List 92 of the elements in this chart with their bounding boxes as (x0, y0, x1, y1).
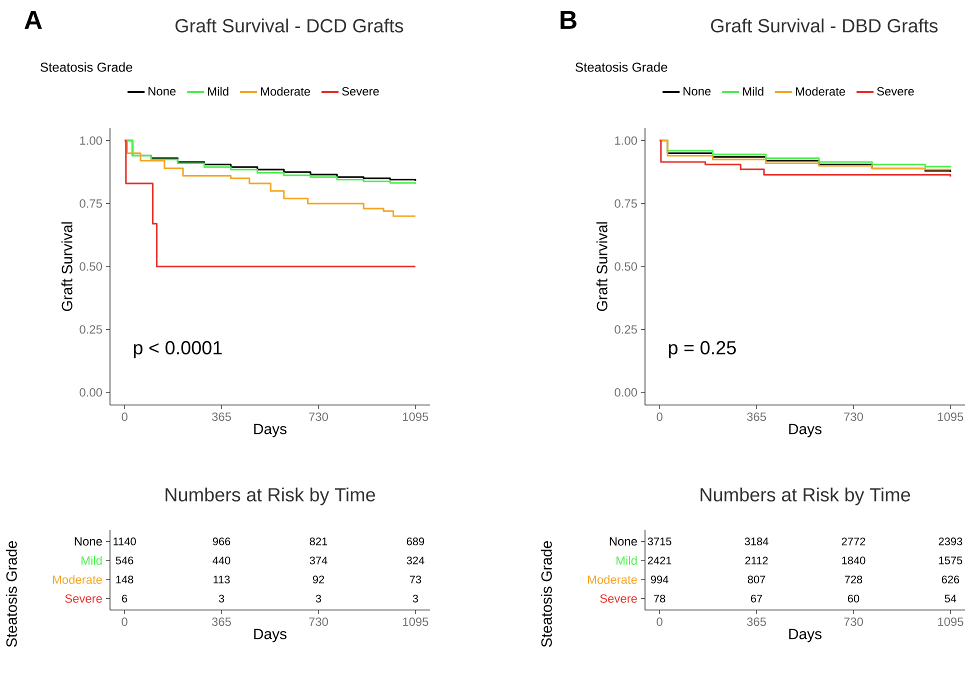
x-tick-label: 730 (309, 618, 328, 626)
y-tick-label: 0.00 (614, 388, 638, 397)
y-tick-label: 1.00 (615, 136, 638, 145)
y-axis-title: Graft Survival (596, 222, 608, 312)
y-tick-label: 0.50 (614, 262, 638, 271)
chart-title: Numbers at Risk by Time (700, 488, 910, 506)
y-axis-title: Graft Survival (61, 222, 72, 312)
data-label: 689 (406, 538, 424, 546)
y-tick-label: None (610, 537, 637, 546)
x-tick-label: 730 (844, 412, 863, 421)
x-tick-label: 1095 (938, 618, 964, 626)
text: B (560, 11, 576, 29)
annotation: p = 0.25 (668, 341, 736, 358)
data-label: 2112 (745, 556, 768, 564)
legend-title: Steatosis Grade (576, 62, 668, 72)
x-tick-label: 0 (656, 412, 662, 421)
x-tick-label: 1095 (403, 412, 428, 421)
y-tick-label: 1.00 (80, 136, 102, 145)
data-label: 3 (316, 594, 322, 602)
data-label: 966 (212, 538, 230, 546)
x-axis-title: Days (789, 424, 822, 438)
y-axis-title: Steatosis Grade (6, 541, 17, 647)
legend-label: Mild (208, 86, 228, 96)
x-tick-label: 365 (747, 412, 766, 421)
legend-title: Steatosis Grade (40, 62, 132, 72)
legend-label: Moderate (261, 86, 310, 96)
legend-label: Mild (743, 86, 764, 96)
data-label: 546 (116, 556, 134, 564)
x-tick-label: 730 (309, 412, 328, 421)
data-label: 78 (654, 594, 666, 602)
data-label: 148 (116, 576, 134, 584)
y-tick-label: Moderate (588, 575, 637, 584)
y-tick-label: Moderate (52, 575, 102, 584)
x-tick-label: 365 (212, 412, 231, 421)
data-label: 374 (310, 556, 328, 564)
data-label: 3 (412, 594, 418, 602)
y-tick-label: None (74, 537, 102, 546)
data-label: 6 (122, 594, 128, 602)
data-label: 324 (406, 556, 424, 564)
annotation: p < 0.0001 (134, 341, 222, 358)
x-tick-label: 0 (122, 412, 128, 421)
legend-label: None (684, 87, 711, 96)
data-label: 994 (650, 576, 668, 584)
data-label: 626 (942, 576, 960, 584)
y-tick-label: 0.75 (80, 199, 102, 208)
x-tick-label: 0 (122, 618, 128, 626)
y-tick-label: Mild (82, 556, 102, 565)
data-label: 60 (848, 594, 860, 602)
y-tick-label: Mild (616, 556, 637, 565)
legend-label: Severe (342, 87, 379, 96)
data-label: 113 (214, 576, 230, 584)
y-tick-label: 0.00 (80, 388, 102, 397)
data-label: 2772 (842, 538, 866, 546)
x-tick-label: 365 (747, 618, 766, 626)
data-label: 728 (844, 576, 862, 584)
data-label: 1140 (114, 538, 136, 546)
x-tick-label: 0 (656, 618, 662, 626)
y-tick-label: Severe (600, 594, 637, 603)
chart-title: Graft Survival - DBD Grafts (711, 18, 938, 32)
y-tick-label: 0.75 (614, 199, 637, 208)
y-tick-label: Severe (65, 594, 102, 603)
data-label: 2393 (938, 538, 962, 546)
data-label: 3184 (744, 538, 768, 546)
legend-label: Severe (877, 87, 914, 96)
y-tick-label: 0.25 (80, 325, 102, 334)
data-label: 73 (410, 576, 422, 584)
data-label: 92 (312, 576, 324, 584)
x-tick-label: 730 (844, 618, 863, 626)
data-label: 1575 (939, 556, 962, 564)
data-label: 440 (212, 556, 230, 564)
data-label: 821 (310, 538, 328, 546)
chart-title: Graft Survival - DCD Grafts (176, 18, 404, 32)
x-axis-title: Days (254, 424, 286, 438)
data-label: 1840 (842, 556, 866, 564)
chart-title: Numbers at Risk by Time (166, 488, 376, 506)
data-label: 2421 (648, 556, 672, 564)
data-label: 67 (750, 594, 762, 602)
data-label: 3715 (648, 538, 672, 546)
data-label: 807 (748, 576, 766, 584)
text: A (24, 11, 42, 29)
x-tick-label: 1095 (938, 412, 964, 421)
y-axis-title: Steatosis Grade (540, 541, 552, 647)
legend-label: Moderate (796, 86, 846, 96)
x-axis-title: Days (254, 628, 286, 642)
data-label: 54 (944, 594, 956, 602)
data-label: 3 (218, 594, 224, 602)
y-tick-label: 0.25 (614, 325, 637, 334)
x-tick-label: 365 (212, 618, 231, 626)
x-tick-label: 1095 (403, 618, 428, 626)
y-tick-label: 0.50 (80, 262, 102, 271)
legend-label: None (148, 87, 176, 96)
x-axis-title: Days (789, 628, 822, 642)
